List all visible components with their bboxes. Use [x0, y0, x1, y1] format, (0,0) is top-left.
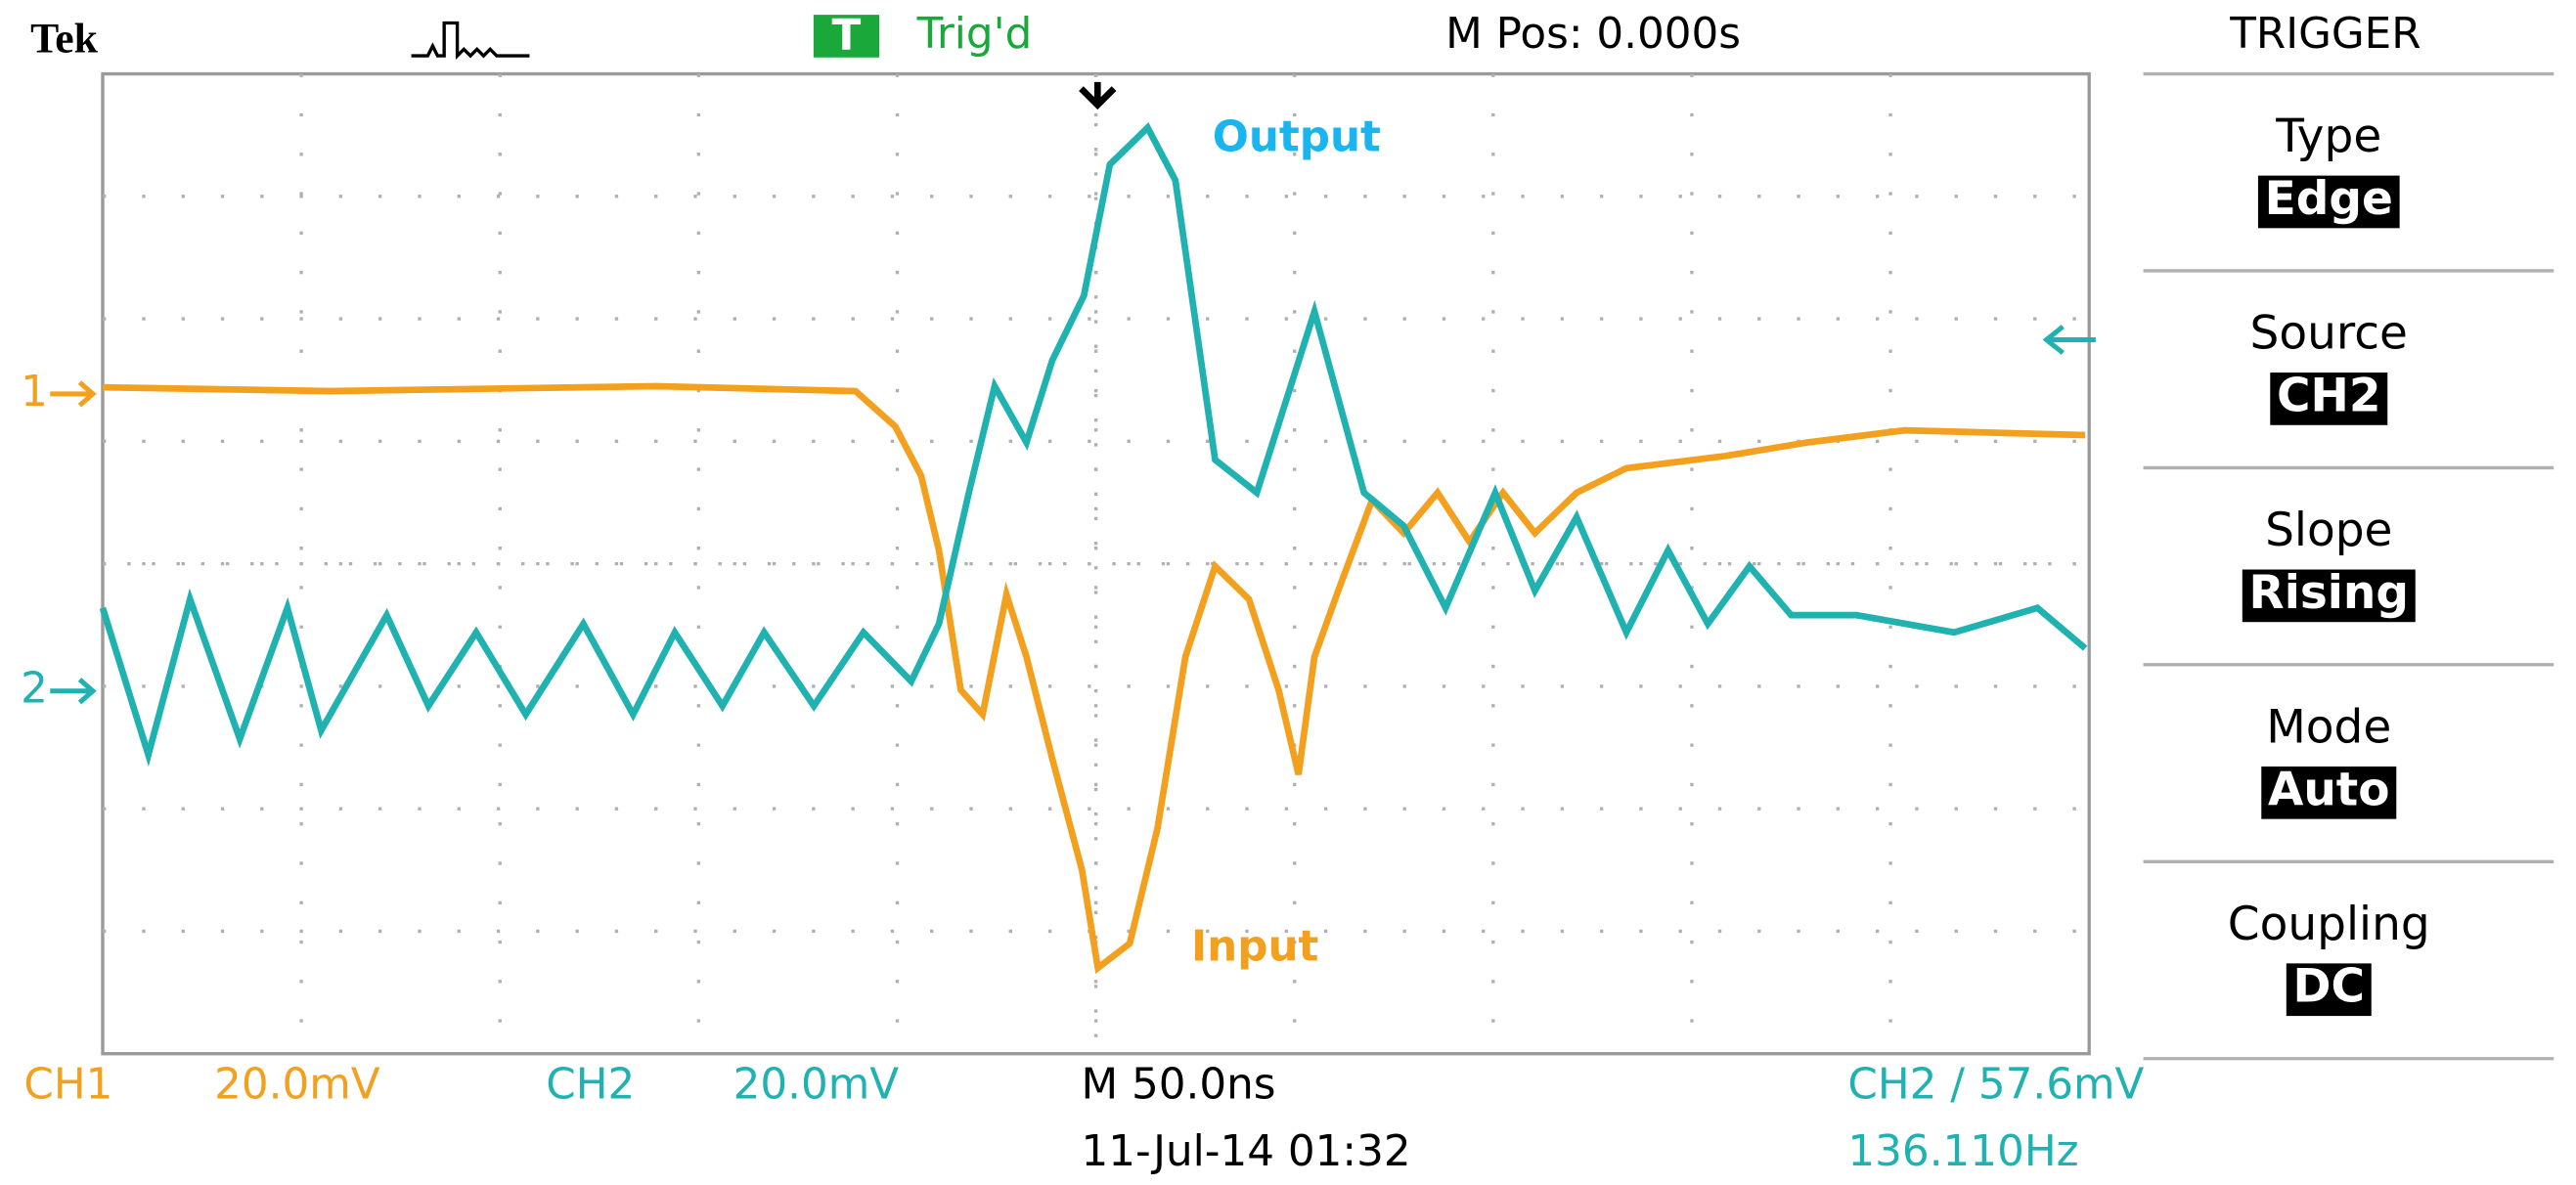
menu-value: Rising [2249, 566, 2410, 620]
annotation: Output [1213, 112, 1381, 162]
menu-label: Slope [2265, 504, 2392, 557]
menu-value: Auto [2268, 763, 2390, 816]
page: {"header": {"brand": "Tek", "trigger_bad… [0, 0, 2576, 1185]
menu-label: Coupling [2228, 898, 2430, 951]
ch2-scale: 20.0mV [733, 1059, 900, 1109]
trigger-badge: T [832, 11, 862, 61]
frequency: 136.110Hz [1847, 1126, 2078, 1176]
menu-value: CH2 [2277, 369, 2381, 422]
brand: Tek [30, 16, 98, 63]
channel-marker: 2 [21, 664, 48, 714]
menu-label: Source [2250, 307, 2408, 361]
channel-marker: 1 [21, 367, 48, 417]
trigger-status: Trig'd [916, 9, 1033, 59]
trigger-setting: CH2 / 57.6mV [1847, 1059, 2144, 1109]
menu-value: DC [2293, 960, 2366, 1014]
ch2-label: CH2 [546, 1059, 635, 1109]
menu-value: Edge [2265, 172, 2393, 226]
position: M Pos: 0.000s [1445, 9, 1741, 59]
menu-title: TRIGGER [2229, 9, 2421, 59]
ch1-label: CH1 [23, 1059, 112, 1109]
ch1-scale: 20.0mV [214, 1059, 380, 1109]
timebase: M 50.0ns [1081, 1059, 1275, 1109]
background [1, 0, 2575, 1185]
menu-label: Type [2275, 110, 2381, 163]
date: 11-Jul-14 01:32 [1081, 1126, 1410, 1176]
menu-label: Mode [2266, 701, 2391, 755]
annotation: Input [1191, 921, 1318, 971]
oscilloscope-screen: Tek T Trig'd M Pos: 0.000s 1 2 Output In… [0, 0, 2576, 1185]
